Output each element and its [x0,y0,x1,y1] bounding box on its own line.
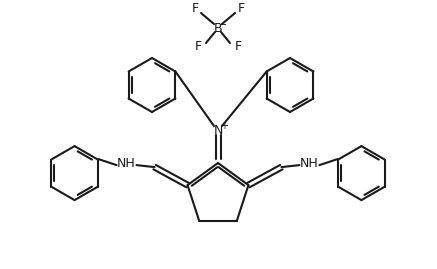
Text: +: + [220,121,228,131]
Text: F: F [234,40,242,52]
Text: −: − [219,20,227,30]
Text: F: F [194,40,201,52]
Text: F: F [237,2,245,16]
Text: N: N [213,123,223,136]
Text: B: B [214,22,222,34]
Text: NH: NH [300,157,319,170]
Text: F: F [191,2,198,16]
Text: NH: NH [117,157,136,170]
